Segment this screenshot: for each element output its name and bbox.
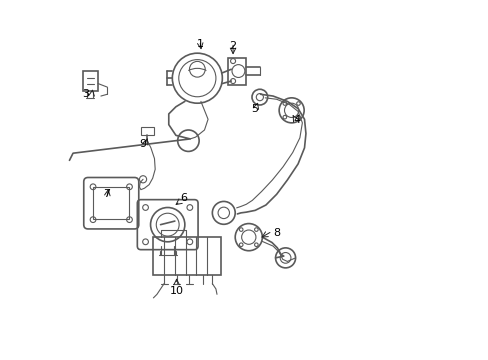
Text: 6: 6 <box>180 193 187 203</box>
Text: 1: 1 <box>196 39 203 49</box>
Text: 2: 2 <box>229 41 236 51</box>
Text: 8: 8 <box>272 228 280 238</box>
Text: 9: 9 <box>139 139 146 149</box>
Text: 3: 3 <box>82 89 89 99</box>
Text: 5: 5 <box>250 104 258 114</box>
Text: 4: 4 <box>293 115 300 125</box>
Text: 10: 10 <box>169 287 183 296</box>
Text: 7: 7 <box>103 189 110 199</box>
